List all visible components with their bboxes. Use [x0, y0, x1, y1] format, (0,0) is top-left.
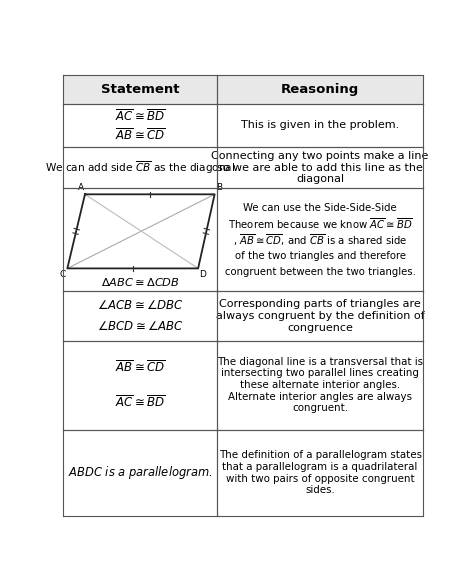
- Text: Statement: Statement: [101, 82, 179, 96]
- Text: of the two triangles and therefore: of the two triangles and therefore: [235, 251, 406, 261]
- Text: The diagonal line is a transversal that is
intersecting two parallel lines creat: The diagonal line is a transversal that …: [217, 357, 423, 413]
- Text: Corresponding parts of triangles are
always congruent by the definition of
congr: Corresponding parts of triangles are alw…: [216, 300, 424, 333]
- Text: Theorem because we know $\overline{AC} \cong \overline{BD}$: Theorem because we know $\overline{AC} \…: [228, 216, 412, 232]
- Text: , $\overline{AB} \cong \overline{CD}$, and $\overline{CB}$ is a shared side: , $\overline{AB} \cong \overline{CD}$, a…: [233, 232, 407, 247]
- Text: We can add side $\overline{CB}$ as the diagonal: We can add side $\overline{CB}$ as the d…: [45, 160, 235, 176]
- Text: This is given in the problem.: This is given in the problem.: [241, 121, 399, 130]
- Bar: [217, 75, 423, 104]
- Text: Reasoning: Reasoning: [281, 82, 359, 96]
- Text: $\overline{AC} \cong \overline{BD}$: $\overline{AC} \cong \overline{BD}$: [115, 395, 165, 411]
- Text: $\overline{AB} \cong \overline{CD}$: $\overline{AB} \cong \overline{CD}$: [115, 128, 165, 143]
- Text: B: B: [216, 183, 222, 192]
- Text: $\overline{AC} \cong \overline{BD}$: $\overline{AC} \cong \overline{BD}$: [115, 108, 165, 123]
- Text: A: A: [78, 183, 84, 192]
- Bar: [63, 75, 217, 104]
- Text: $\angle BCD \cong \angle ABC$: $\angle BCD \cong \angle ABC$: [97, 321, 183, 333]
- Text: Connecting any two points make a line
so we are able to add this line as the
dia: Connecting any two points make a line so…: [211, 152, 429, 184]
- Text: D: D: [199, 270, 206, 279]
- Text: $ABDC$ is a parallelogram.: $ABDC$ is a parallelogram.: [68, 464, 212, 481]
- Text: The definition of a parallelogram states
that a parallelogram is a quadrilateral: The definition of a parallelogram states…: [219, 450, 421, 495]
- Text: $\angle ACB \cong \angle DBC$: $\angle ACB \cong \angle DBC$: [97, 299, 183, 312]
- Text: $\Delta ABC \cong \Delta CDB$: $\Delta ABC \cong \Delta CDB$: [100, 276, 180, 288]
- Text: We can use the Side-Side-Side: We can use the Side-Side-Side: [243, 203, 397, 214]
- Text: $\overline{AB} \cong \overline{CD}$: $\overline{AB} \cong \overline{CD}$: [115, 360, 165, 375]
- Text: C: C: [60, 270, 66, 279]
- Text: congruent between the two triangles.: congruent between the two triangles.: [225, 267, 416, 277]
